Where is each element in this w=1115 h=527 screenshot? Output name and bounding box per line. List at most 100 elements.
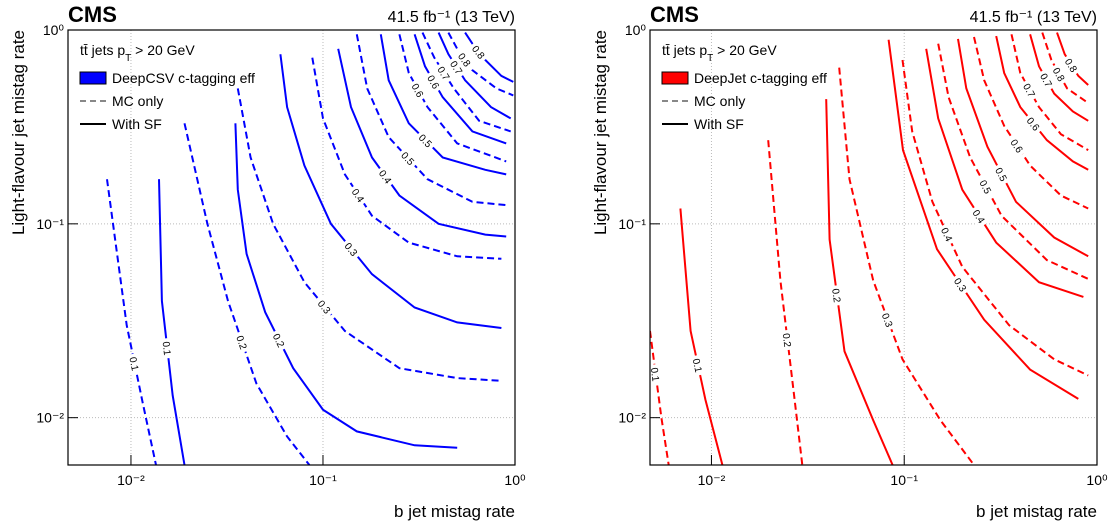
label-bg	[454, 47, 476, 72]
contour-line	[279, 54, 502, 329]
x-tick-label: 10⁻²	[698, 472, 726, 488]
contour-label-group: 0.1	[160, 337, 175, 359]
contour-label: 0.3	[879, 312, 894, 329]
legend-label: With SF	[694, 116, 744, 132]
x-tick-label: 10⁰	[1086, 472, 1108, 488]
x-tick-label: 10⁻¹	[309, 472, 337, 488]
contour-line	[437, 32, 512, 120]
label-bg	[423, 70, 445, 94]
contour-label-group: 0.1	[126, 352, 143, 375]
selection-label: tt̄ jets pT > 20 GeV	[80, 42, 195, 64]
contour-label-group: 0.3	[950, 272, 972, 297]
contour-label-group: 0.3	[313, 295, 336, 319]
contour-label-group: 0.3	[878, 308, 897, 332]
label-bg	[160, 337, 175, 359]
y-tick-label: 10⁻²	[36, 410, 64, 426]
selection-part: tt̄ jets p	[662, 42, 707, 58]
contour-line	[995, 35, 1089, 171]
label-bg	[408, 78, 429, 102]
label-bg	[991, 162, 1012, 186]
contour-line	[447, 32, 514, 97]
y-tick-label: 10⁻¹	[618, 216, 646, 232]
selection-part: tt̄ jets p	[80, 42, 125, 58]
contour-line	[398, 34, 507, 163]
contour-label-group: 0.2	[269, 328, 290, 352]
label-bg	[233, 330, 252, 354]
selection-part: > 20 GeV	[131, 42, 195, 58]
y-tick-label: 10⁰	[625, 22, 647, 38]
legend-swatch	[79, 71, 107, 85]
label-bg	[269, 328, 290, 352]
label-bg	[650, 363, 663, 386]
plot-frame	[649, 29, 1098, 466]
contour-line	[973, 36, 1089, 210]
label-bg	[396, 146, 420, 170]
label-bg	[878, 308, 897, 332]
contour-label-group: 0.2	[233, 330, 252, 354]
contour-line	[1010, 34, 1089, 151]
legend-label: MC only	[112, 93, 163, 109]
label-bg	[433, 61, 455, 85]
contour-label-group: 0.7	[1019, 78, 1040, 102]
contour-line	[937, 43, 1089, 280]
contour-line	[183, 123, 311, 465]
contour-line	[825, 99, 894, 465]
contour-line	[158, 179, 186, 465]
contour-line	[421, 32, 512, 133]
label-bg	[1061, 53, 1082, 77]
contour-label-group: 0.4	[968, 204, 990, 228]
contour-line	[413, 33, 507, 145]
contour-label-group: 0.4	[937, 222, 957, 246]
selection-part: > 20 GeV	[713, 42, 777, 58]
label-bg	[968, 204, 990, 228]
label-bg	[347, 183, 369, 207]
contour-line	[337, 48, 507, 238]
contour-label-group: 0.2	[829, 284, 845, 307]
label-bg	[937, 222, 957, 246]
label-bg	[414, 129, 438, 152]
contour-line	[236, 88, 502, 382]
contour-line	[311, 57, 502, 260]
label-bg	[446, 55, 468, 79]
label-bg	[690, 354, 706, 377]
contour-label: 0.2	[780, 333, 793, 349]
y-axis-label: Light-flavour jet mistag rate	[9, 30, 28, 235]
label-bg	[975, 174, 996, 199]
label-bg	[780, 329, 795, 351]
contour-label: 0.4	[938, 226, 954, 244]
contour-label-group: 0.2	[780, 329, 795, 351]
x-axis-label: b jet mistag rate	[394, 502, 515, 521]
y-tick-label: 10⁻²	[618, 410, 646, 426]
legend-label: DeepCSV c-tagging eff	[112, 70, 255, 86]
x-tick-label: 10⁻¹	[890, 472, 918, 488]
contour-label-group: 0.1	[648, 363, 663, 386]
legend-swatch	[661, 71, 689, 85]
contour-label: 0.1	[648, 367, 661, 383]
contour-line	[106, 179, 157, 465]
contour-label: 0.1	[160, 341, 173, 356]
contour-line	[650, 330, 670, 465]
contour-line	[464, 32, 514, 83]
experiment-label: CMS	[68, 2, 117, 27]
y-tick-label: 10⁰	[43, 22, 65, 38]
selection-part: T	[125, 53, 131, 64]
contour-label-group: 0.4	[347, 183, 369, 207]
label-bg	[1036, 68, 1057, 92]
contour-label-group: 0.5	[975, 174, 996, 199]
label-bg	[829, 284, 845, 307]
x-tick-label: 10⁰	[504, 472, 526, 488]
contour-line	[1029, 34, 1089, 122]
label-bg	[374, 164, 397, 189]
label-bg	[950, 272, 972, 297]
y-tick-label: 10⁻¹	[36, 216, 64, 232]
x-tick-label: 10⁻²	[117, 472, 145, 488]
lumi-label: 41.5 fb⁻¹ (13 TeV)	[388, 9, 515, 26]
contours: 0.10.10.20.20.30.30.40.40.50.50.60.60.70…	[648, 32, 1089, 465]
selection-label: tt̄ jets pT > 20 GeV	[662, 42, 777, 64]
contour-label-group: 0.6	[408, 78, 429, 102]
selection-part: T	[707, 53, 713, 64]
lumi-label: 41.5 fb⁻¹ (13 TeV)	[970, 9, 1097, 26]
label-bg	[1049, 62, 1070, 86]
contour-label: 0.1	[126, 356, 140, 372]
